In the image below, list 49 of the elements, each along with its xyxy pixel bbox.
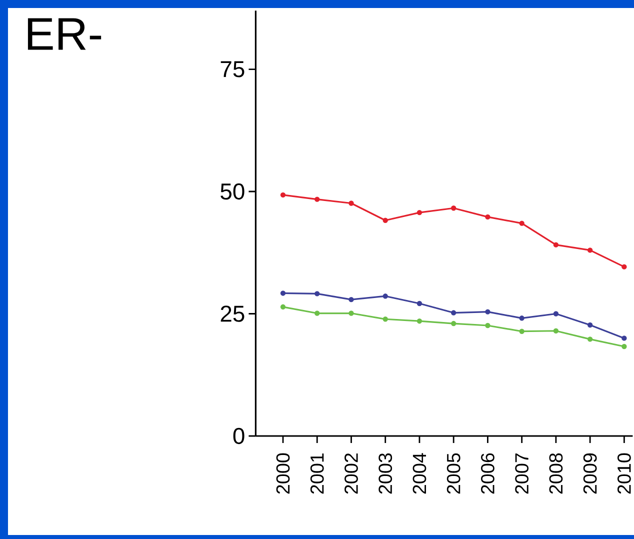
point (416, 210, 422, 216)
point (450, 206, 456, 211)
point (280, 192, 286, 198)
point (382, 218, 388, 223)
y-tick-label: 0 (233, 428, 244, 444)
x-tick-label: 2008 (549, 453, 563, 494)
x-tick-label: 2006 (481, 453, 494, 494)
y-tick-label: 50 (220, 183, 244, 200)
point (485, 214, 490, 220)
x-tick-label: 2001 (310, 453, 324, 494)
x-tick-label: 2000 (276, 453, 290, 494)
point (314, 196, 320, 202)
point (280, 304, 286, 310)
y-tick-label: 75 (220, 61, 244, 78)
point (416, 318, 422, 324)
x-tick-label: 2010 (617, 453, 631, 494)
point (280, 290, 286, 296)
point (382, 294, 388, 299)
x-tick-label: 2004 (412, 453, 426, 494)
point (348, 296, 354, 302)
point (519, 220, 524, 226)
point (587, 336, 593, 342)
point (519, 316, 524, 321)
point (450, 320, 456, 326)
point (622, 336, 627, 341)
point (348, 310, 354, 316)
point (485, 322, 490, 328)
point (622, 264, 627, 270)
point (348, 200, 354, 206)
chart-title: ER- (28, 18, 102, 50)
x-tick-label: 2005 (446, 453, 460, 494)
point (485, 309, 490, 314)
point (314, 310, 320, 316)
point (416, 300, 422, 306)
point (587, 248, 593, 253)
point (519, 328, 524, 334)
point (553, 328, 559, 334)
x-tick-label: 2007 (515, 453, 529, 494)
x-tick-label: 2002 (344, 453, 358, 494)
x-tick-label: 2009 (583, 453, 597, 494)
point (553, 242, 559, 248)
point (314, 291, 320, 296)
point (450, 310, 456, 316)
point (553, 311, 559, 316)
point (622, 344, 627, 350)
y-tick-label: 25 (220, 306, 244, 322)
point (382, 316, 388, 322)
point (587, 322, 593, 328)
x-tick-label: 2003 (378, 453, 392, 494)
